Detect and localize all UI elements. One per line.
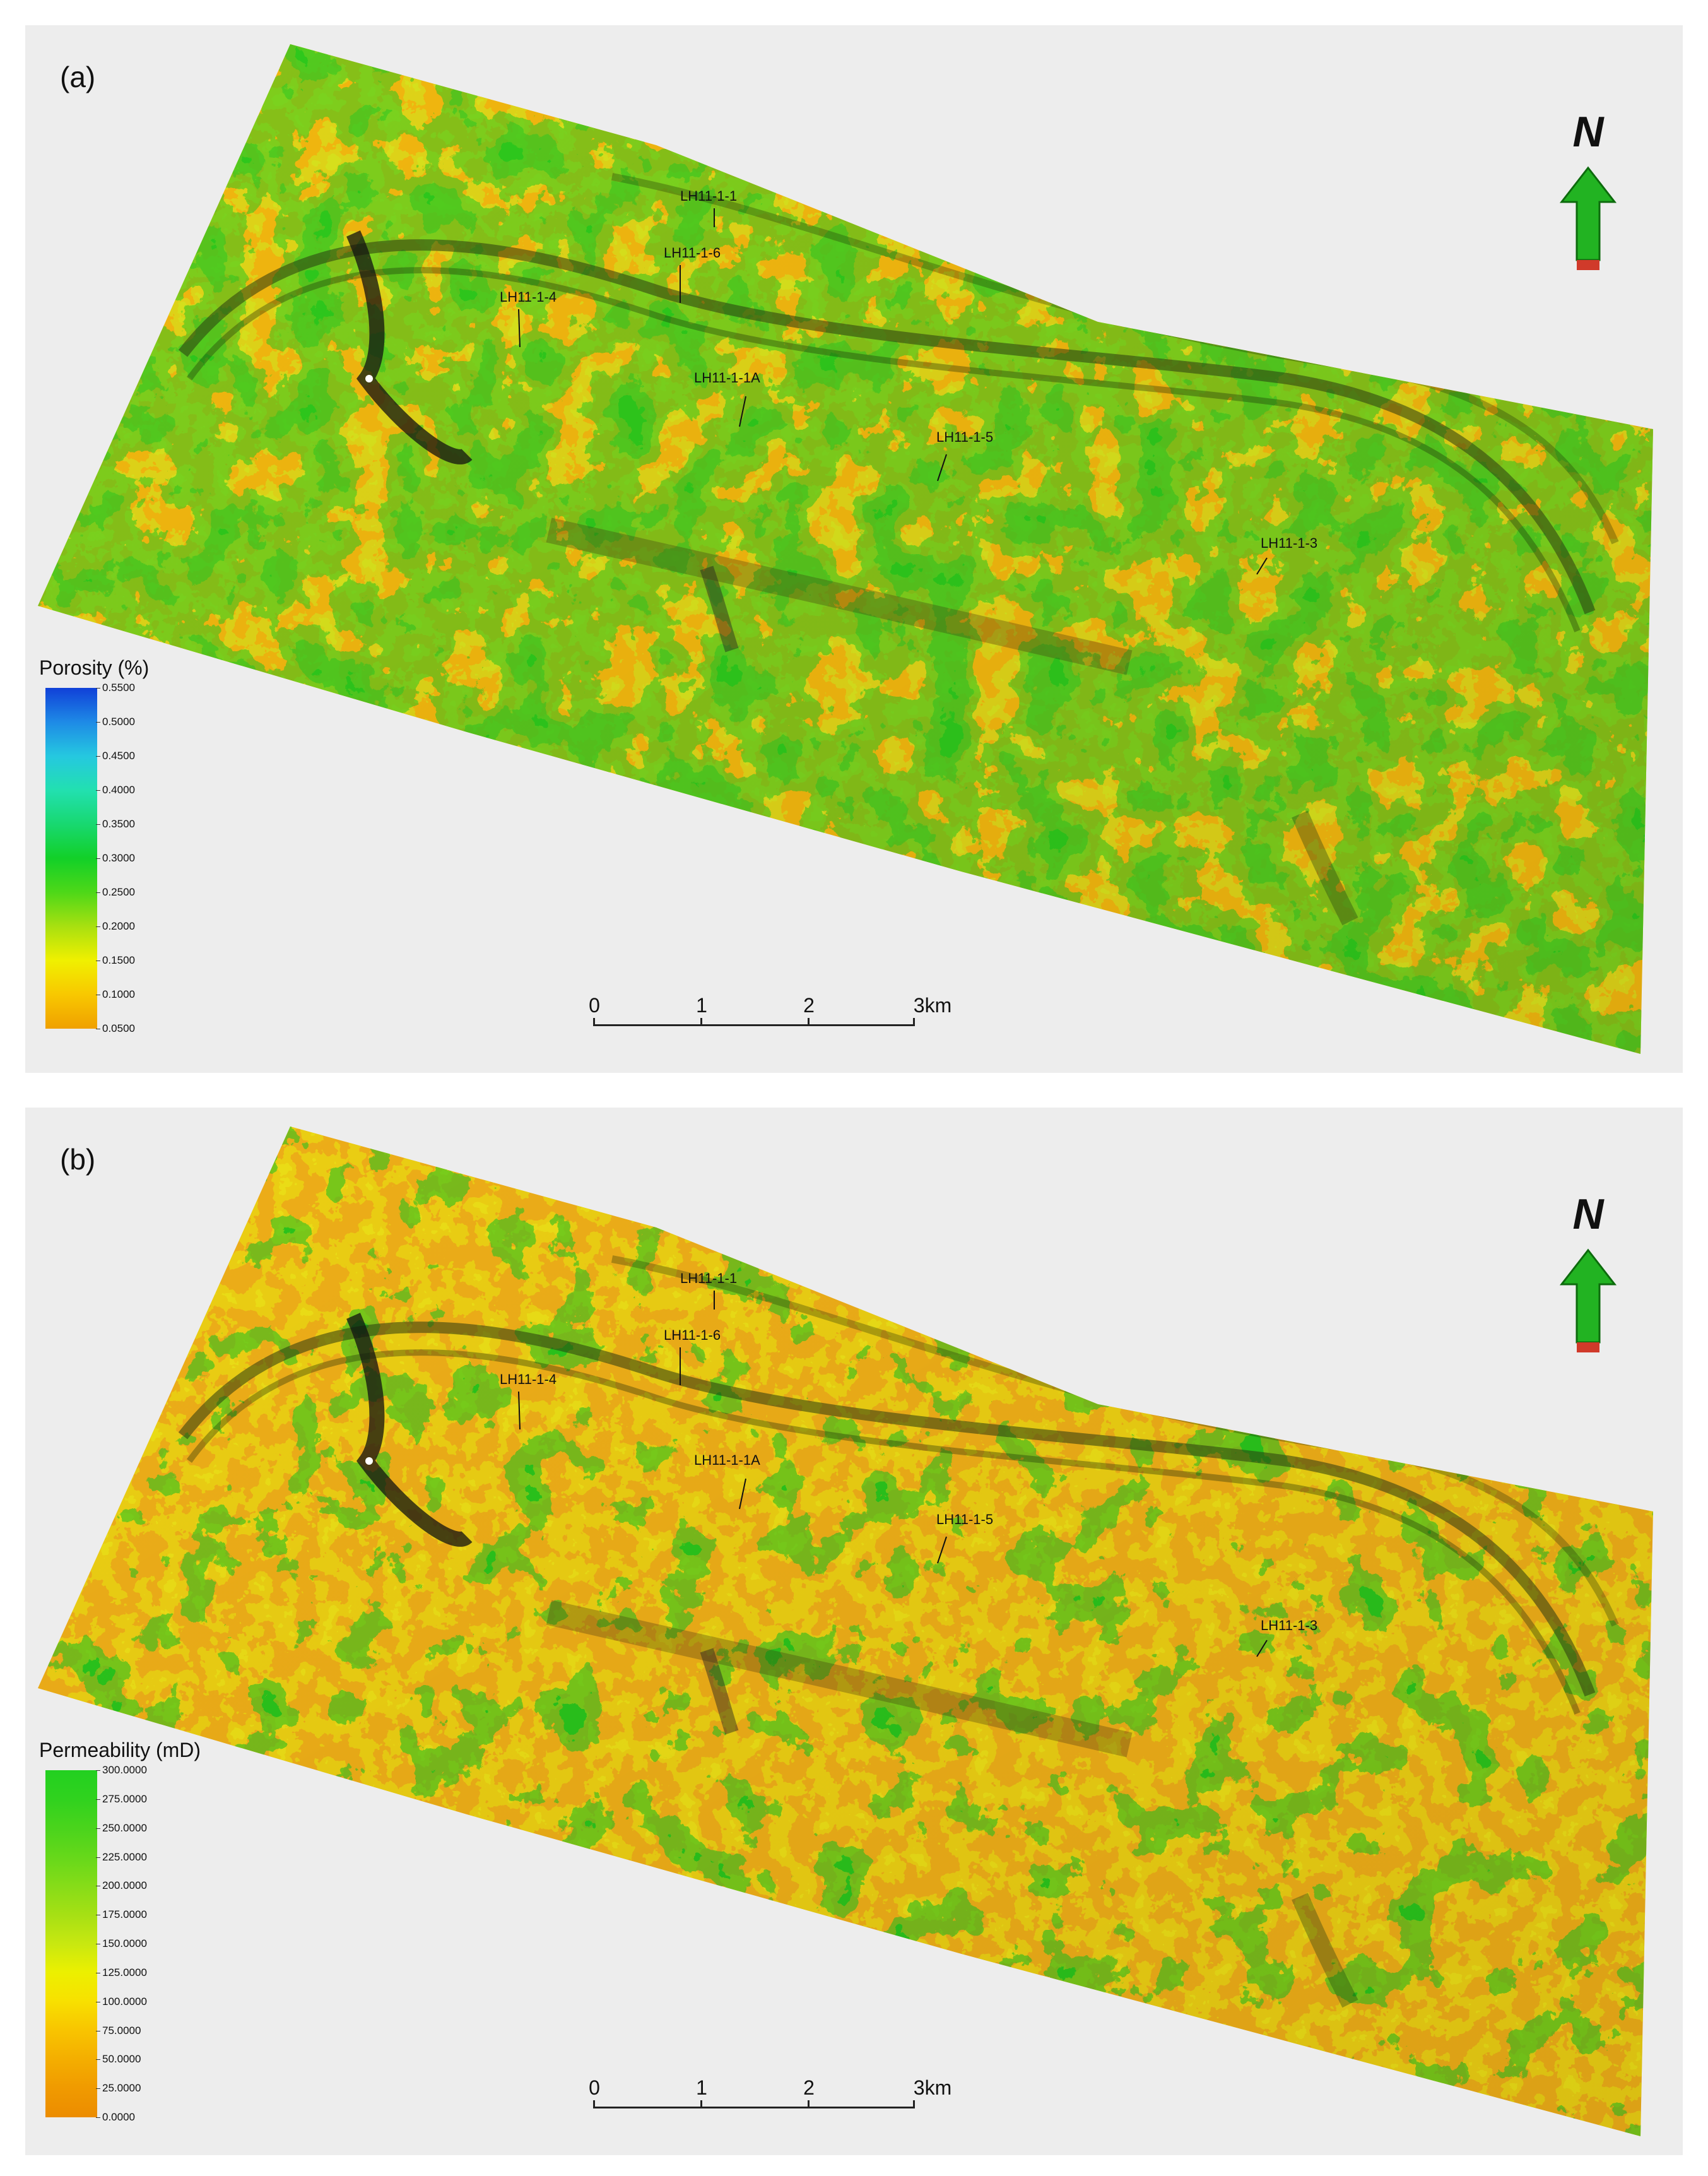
panel-label: (b) (60, 1143, 96, 1176)
scale-line (593, 2107, 915, 2108)
scale-label: 3km (913, 2076, 952, 2099)
legend-tick-label: 150.0000 (96, 1937, 147, 1949)
north-letter: N (1572, 1190, 1604, 1238)
well-lh11-1-1: LH11-1-1 (680, 1270, 737, 1310)
legend-title: Permeability (mD) (39, 1739, 201, 1761)
porosity-map-panel: LH11-1-1 LH11-1-6 LH11-1-4 LH11-1-1A LH1… (25, 25, 1683, 1073)
well-lh11-1-1a: LH11-1-1A (694, 1452, 760, 1510)
well-label: LH11-1-5 (936, 1511, 993, 1527)
scale-line (593, 1024, 915, 1026)
legend-tick-label: 0.4000 (96, 784, 135, 796)
north-arrow: N (1550, 1190, 1626, 1354)
legend-tick-label: 275.0000 (96, 1792, 147, 1805)
legend-tick-label: 75.0000 (95, 2024, 141, 2037)
legend-title: Porosity (%) (39, 656, 150, 679)
legend-tick-label: 0.1500 (96, 954, 135, 966)
well-label: LH11-1-1 (680, 188, 737, 204)
well-lh11-1-5: LH11-1-5 (936, 1511, 993, 1564)
scale-tick (808, 2100, 810, 2108)
well-label: LH11-1-4 (500, 1371, 557, 1387)
scale-label: 0 (589, 2076, 600, 2099)
legend-tick-label: 0.4500 (96, 750, 135, 762)
scale-tick (593, 2100, 595, 2108)
legend-tick-label: 175.0000 (96, 1908, 147, 1921)
legend-tick-label: 0.3500 (96, 818, 135, 830)
north-arrow-icon (1559, 1248, 1617, 1352)
legend-color-bar (45, 1770, 97, 2117)
legend-tick-label: 250.0000 (96, 1821, 147, 1834)
north-arrow-icon (1559, 166, 1617, 270)
legend-tick-label: 25.0000 (95, 2082, 141, 2095)
legend-tick-label: 50.0000 (95, 2053, 141, 2066)
well-lh11-1-3: LH11-1-3 (1256, 535, 1317, 575)
well-label: LH11-1-6 (664, 1327, 721, 1343)
scale-tick (593, 1018, 595, 1026)
scale-tick (700, 2100, 702, 2108)
scale-label: 3km (913, 994, 952, 1017)
legend-tick-label: 125.0000 (96, 1966, 147, 1978)
porosity-surface-map: LH11-1-1 LH11-1-6 LH11-1-4 LH11-1-1A LH1… (38, 44, 1653, 1054)
scale-label: 0 (589, 994, 600, 1017)
well-label: LH11-1-1A (694, 370, 760, 386)
legend-tick-label: 225.0000 (96, 1850, 147, 1863)
well-label: LH11-1-3 (1261, 535, 1317, 551)
well-lh11-1-3: LH11-1-3 (1256, 1617, 1317, 1657)
panel-label: (a) (60, 61, 96, 93)
well-lh11-1-6: LH11-1-6 (664, 1327, 721, 1385)
scale-tick (913, 1018, 915, 1026)
scale-tick (808, 1018, 810, 1026)
legend-tick-label: 0.2000 (96, 920, 135, 932)
scale-label: 1 (696, 994, 707, 1017)
scale-label: 2 (803, 2076, 815, 2099)
well-label: LH11-1-3 (1261, 1617, 1317, 1633)
well-lh11-1-4: LH11-1-4 (500, 289, 557, 348)
well-lh11-1-6: LH11-1-6 (664, 245, 721, 303)
permeability-surface-map: LH11-1-1 LH11-1-6 LH11-1-4 LH11-1-1A LH1… (38, 1126, 1653, 2136)
legend-tick-label: 200.0000 (96, 1879, 147, 1892)
scale-tick (913, 2100, 915, 2108)
scale-tick (700, 1018, 702, 1026)
well-lh11-1-1a: LH11-1-1A (694, 370, 760, 427)
legend-tick-label: 0.0000 (96, 2111, 135, 2123)
scale-bar: 0 1 2 3km (589, 994, 951, 1038)
permeability-map-panel: LH11-1-1 LH11-1-6 LH11-1-4 LH11-1-1A LH1… (25, 1108, 1683, 2155)
legend-tick-label: 0.5500 (96, 682, 135, 694)
well-label: LH11-1-5 (936, 429, 993, 445)
scale-label: 1 (696, 2076, 707, 2099)
well-label: LH11-1-4 (500, 289, 557, 305)
legend-tick-label: 100.0000 (96, 1995, 147, 2007)
well-label: LH11-1-6 (664, 245, 721, 261)
well-label: LH11-1-1 (680, 1270, 737, 1286)
well-lh11-1-4: LH11-1-4 (500, 1371, 557, 1430)
legend-color-bar (45, 688, 97, 1029)
legend-tick-label: 0.1000 (96, 988, 135, 1000)
legend-tick-label: 300.0000 (96, 1764, 147, 1776)
permeability-legend: Permeability (mD) 300.0000 275.0000 250.00… (39, 1739, 201, 2123)
well-lh11-1-5: LH11-1-5 (936, 429, 993, 482)
porosity-legend: Porosity (%) 0.5500 0.5000 0.4500 0.4000 0.3… (39, 656, 150, 1034)
legend-tick-label: 0.5000 (96, 716, 135, 728)
north-letter: N (1572, 108, 1604, 156)
well-lh11-1-1: LH11-1-1 (680, 188, 737, 227)
legend-tick-label: 0.2500 (96, 886, 135, 898)
well-label: LH11-1-1A (694, 1452, 760, 1468)
legend-tick-label: 0.0500 (96, 1022, 135, 1034)
north-arrow: N (1550, 107, 1626, 271)
scale-label: 2 (803, 994, 815, 1017)
scale-bar: 0 1 2 3km (589, 2076, 951, 2120)
legend-tick-label: 0.3000 (96, 852, 135, 864)
